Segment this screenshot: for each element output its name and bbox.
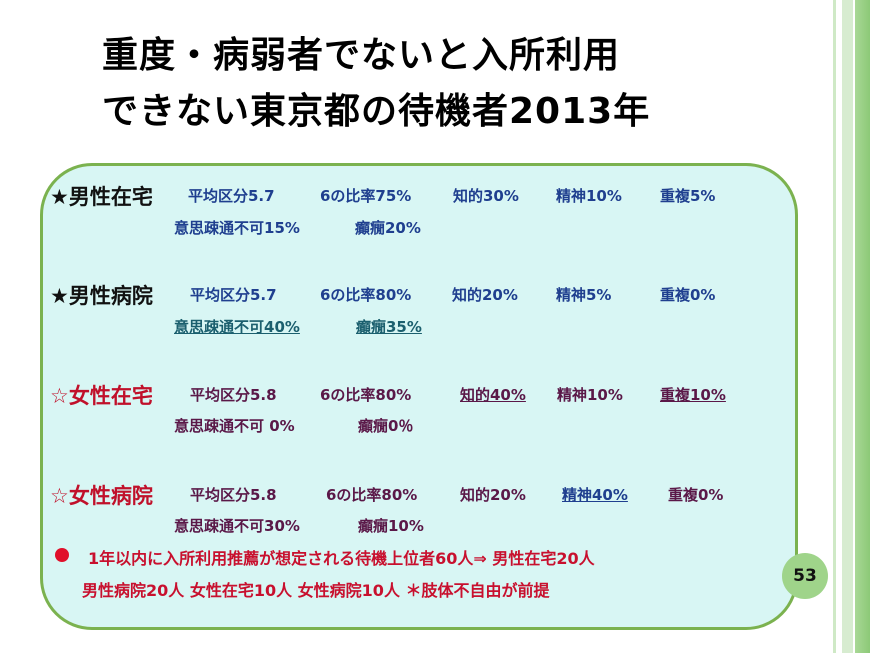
slide-title-line2: できない東京都の待機者2013年 [102,91,651,132]
stat-mental: 精神5% [556,286,612,304]
decor-stripe-wide [855,0,870,653]
stat-epilepsy: 癲癇20% [355,219,421,237]
decor-stripe-thin [833,0,836,653]
stat-avg-class: 平均区分5.8 [190,486,277,504]
stat-no-communication: 意思疎通不可30% [174,517,300,535]
stat-mental: 精神40% [562,486,628,504]
stat-ratio6: 6の比率80% [320,386,412,404]
note-line1: 1年以内に入所利用推薦が想定される待機上位者60人⇒ 男性在宅20人 [88,549,595,568]
stat-mental: 精神10% [557,386,623,404]
stat-avg-class: 平均区分5.8 [190,386,277,404]
stat-ratio6: 6の比率80% [326,486,418,504]
group-heading-male-home: ★男性在宅 [50,185,153,209]
group-heading-male-hospital: ★男性病院 [50,284,153,308]
group-heading-female-home: ☆女性在宅 [50,384,153,408]
stat-multiple: 重複0% [660,286,716,304]
red-bullet-icon [55,548,69,562]
note-line2: 男性病院20人 女性在宅10人 女性病院10人 ＊肢体不自由が前提 [82,581,550,600]
stat-intellectual: 知的20% [460,486,526,504]
slide-title: 重度・病弱者でないと入所利用 できない東京都の待機者2013年 [102,28,802,140]
stat-avg-class: 平均区分5.7 [190,286,277,304]
stat-no-communication: 意思疎通不可 0% [174,417,295,435]
stat-avg-class: 平均区分5.7 [188,187,275,205]
page-number-badge: 53 [782,553,828,599]
stat-epilepsy: 癲癇10% [358,517,424,535]
decor-stripe-mid [842,0,853,653]
stat-intellectual: 知的20% [452,286,518,304]
stat-ratio6: 6の比率80% [320,286,412,304]
stat-intellectual: 知的30% [453,187,519,205]
stat-no-communication: 意思疎通不可40% [174,318,300,336]
stat-multiple: 重複0% [668,486,724,504]
stat-epilepsy: 癲癇35% [356,318,422,336]
stat-no-communication: 意思疎通不可15% [174,219,300,237]
group-heading-female-hospital: ☆女性病院 [50,484,153,508]
stat-multiple: 重複10% [660,386,726,404]
stat-epilepsy: 癲癇0％ [358,417,414,435]
stat-intellectual: 知的40% [460,386,526,404]
content-panel [40,163,798,630]
stat-mental: 精神10% [556,187,622,205]
slide-title-line1: 重度・病弱者でないと入所利用 [102,35,621,76]
stat-ratio6: 6の比率75% [320,187,412,205]
stat-multiple: 重複5% [660,187,716,205]
